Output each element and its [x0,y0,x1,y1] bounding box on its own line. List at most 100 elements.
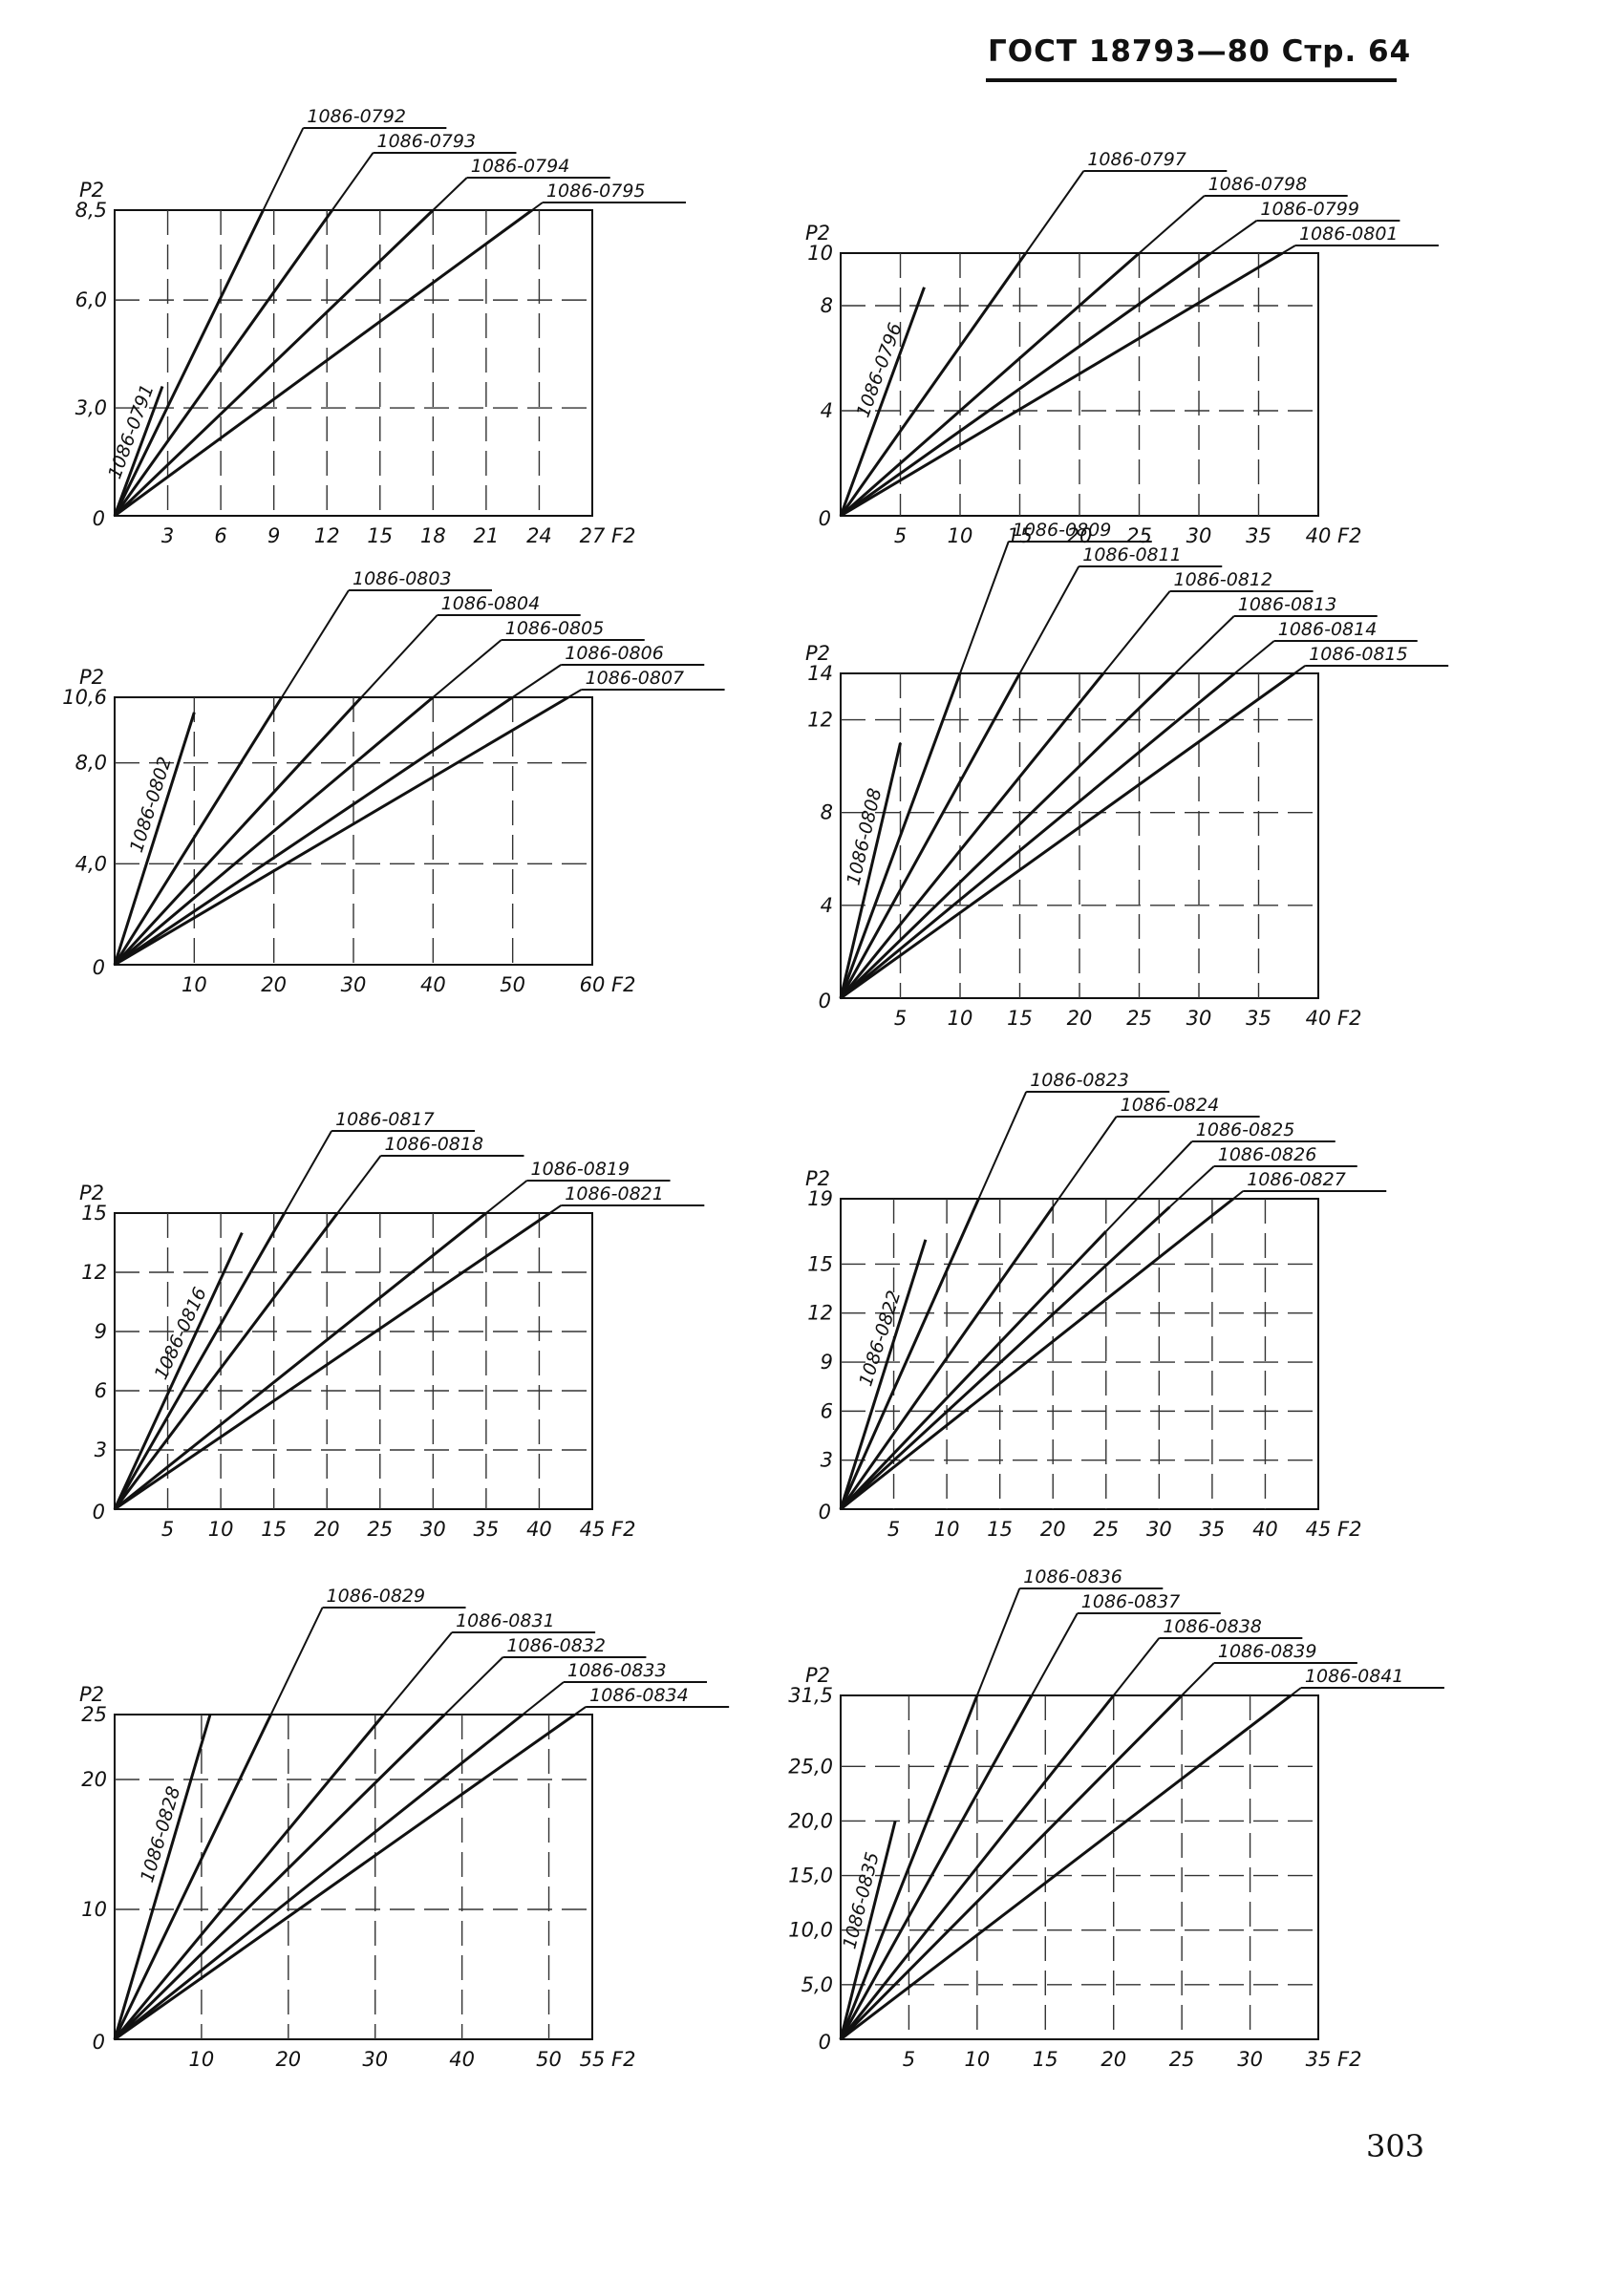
chart-7: 10 20 30 40 50 55 10 20 25 0 P2 F2 1086-0828 1086-082… [29,1586,755,2097]
series-line [840,1694,1293,2041]
x-tick-label: 30 [341,973,367,996]
series-label: 1086-0821 [565,1183,664,1204]
series-line [113,385,164,517]
series-line [839,1239,928,1510]
series-label: 1086-0815 [1309,644,1408,665]
series-label: 1086-0795 [546,181,646,202]
origin-label: 0 [819,1501,831,1524]
series-label: 1086-0833 [567,1660,667,1681]
series-line [839,672,1021,999]
series-line [839,1694,1115,2040]
series-leader [512,664,562,698]
x-tick-label: 10 [182,973,207,996]
series-leader [1018,565,1080,674]
series-leader [1031,1612,1079,1696]
series-line [114,208,533,518]
series-label: 1086-0797 [1087,149,1186,170]
chart-4: 5 10 15 20 25 30 35 40 4 8 12 14 0 P2 F2 1086-0808 1086-… [755,520,1481,1055]
x-tick-label: 35 [1200,1518,1226,1541]
series-label: 1086-0838 [1163,1616,1262,1637]
series-label: 1086-0812 [1174,569,1273,590]
y-tick-label: 3,0 [75,396,107,419]
x-tick-label: 30 [1186,1007,1212,1030]
x-axis-label: F2 [611,1518,635,1541]
y-axis-label: P2 [805,1167,830,1190]
series-line [113,1714,385,2040]
series-leader [522,1681,565,1715]
chart-3: 10 20 30 40 50 60 4,0 8,0 10,6 0 P2 F2 1086-0802 1086… [29,568,755,1022]
x-tick-label: 20 [261,973,287,996]
chart-8-svg: 5 10 15 20 25 30 35 5,0 10,0 15,0 20,0 25,0 31,5 0 P2 F… [788,1566,1444,2071]
plot-frame [114,209,593,517]
series-line [113,1714,272,2040]
series-label: 1086-0822 [855,1289,905,1389]
series-leader [336,1155,382,1214]
origin-label: 0 [819,2031,831,2054]
series-leader [1102,590,1171,674]
series-label: 1086-0811 [1082,544,1182,565]
page-number: 303 [1366,2128,1425,2164]
x-tick-label: 50 [500,973,525,996]
series-label: 1086-0805 [505,618,605,639]
x-tick-label: 12 [314,524,340,547]
y-tick-label: 3 [95,1438,107,1461]
series-label: 1086-0799 [1260,199,1359,220]
y-axis-label: P2 [79,666,104,689]
chart-2: 5 10 15 20 25 30 35 40 4 8 10 0 P2 F2 1086-0796 1086-07… [755,149,1481,573]
series-label: 1086-0814 [1278,619,1378,640]
series-line [114,1211,487,1511]
y-tick-label: 12 [807,709,833,732]
x-tick-label: 40 [526,1518,552,1541]
series-leader [269,1607,324,1715]
x-tick-label: 20 [314,1518,340,1541]
chart-8: 5 10 15 20 25 30 35 5,0 10,0 15,0 20,0 25,0 31,5 0 P2 F… [755,1566,1481,2097]
series-leader [1181,1662,1215,1696]
origin-label: 0 [819,990,831,1012]
y-tick-label: 8,5 [75,199,107,222]
x-tick-label: 10 [934,1518,960,1541]
x-tick-label: 40 [449,2048,475,2071]
series-leader [360,614,438,698]
series-line [113,1713,446,2041]
series-line [840,251,1284,518]
series-line [113,209,333,517]
series-label: 1086-0807 [586,668,685,689]
x-axis-label: F2 [611,973,635,996]
series-label: 1086-0813 [1238,594,1337,615]
series-line [113,696,284,966]
chart-3-svg: 10 20 30 40 50 60 4,0 8,0 10,6 0 P2 F2 1086-0802 1086… [62,568,725,996]
x-tick-label: 30 [1146,1518,1172,1541]
page-header-text: ГОСТ 18793—80 Стр. 64 [988,34,1412,69]
series-leader [1024,170,1085,254]
series-label: 1086-0794 [471,156,570,177]
series-label: 1086-0819 [531,1159,630,1180]
x-tick-label: 25 [1093,1518,1119,1541]
series-label: 1086-0841 [1305,1666,1404,1687]
series-leader [531,202,544,211]
chart-6-svg: 5 10 15 20 25 30 35 40 45 3 6 9 12 15 19 0 P2 F2 1086-0822… [805,1070,1387,1541]
y-tick-label: 12 [81,1261,107,1284]
x-tick-label: 6 [214,524,226,547]
x-tick-label: 40 [1306,524,1332,547]
y-tick-label: 8,0 [75,752,107,775]
y-tick-label: 25 [81,1703,107,1726]
series-label: 1086-0803 [353,568,452,589]
series-line [113,695,363,967]
series-line [839,1694,1034,2040]
series-label: 1086-0792 [307,106,406,127]
series-line [113,208,435,518]
series-label: 1086-0796 [852,320,906,420]
y-axis-label: P2 [805,222,830,245]
series-label: 1086-0823 [1030,1070,1129,1091]
origin-label: 0 [93,1501,105,1524]
series-line [839,252,1027,517]
series-label: 1086-0824 [1121,1095,1220,1116]
chart-5: 5 10 15 20 25 30 35 40 45 3 6 9 12 15 0 P2 F2 1086-0816 10… [29,1109,755,1566]
series-line [839,1198,980,1510]
y-tick-label: 20 [81,1768,107,1791]
series-line [839,1205,1171,1511]
series-leader [975,1587,1021,1696]
y-tick-label: 15,0 [788,1864,833,1887]
x-tick-label: 15 [1007,524,1033,547]
series-label: 1086-0837 [1081,1591,1181,1612]
